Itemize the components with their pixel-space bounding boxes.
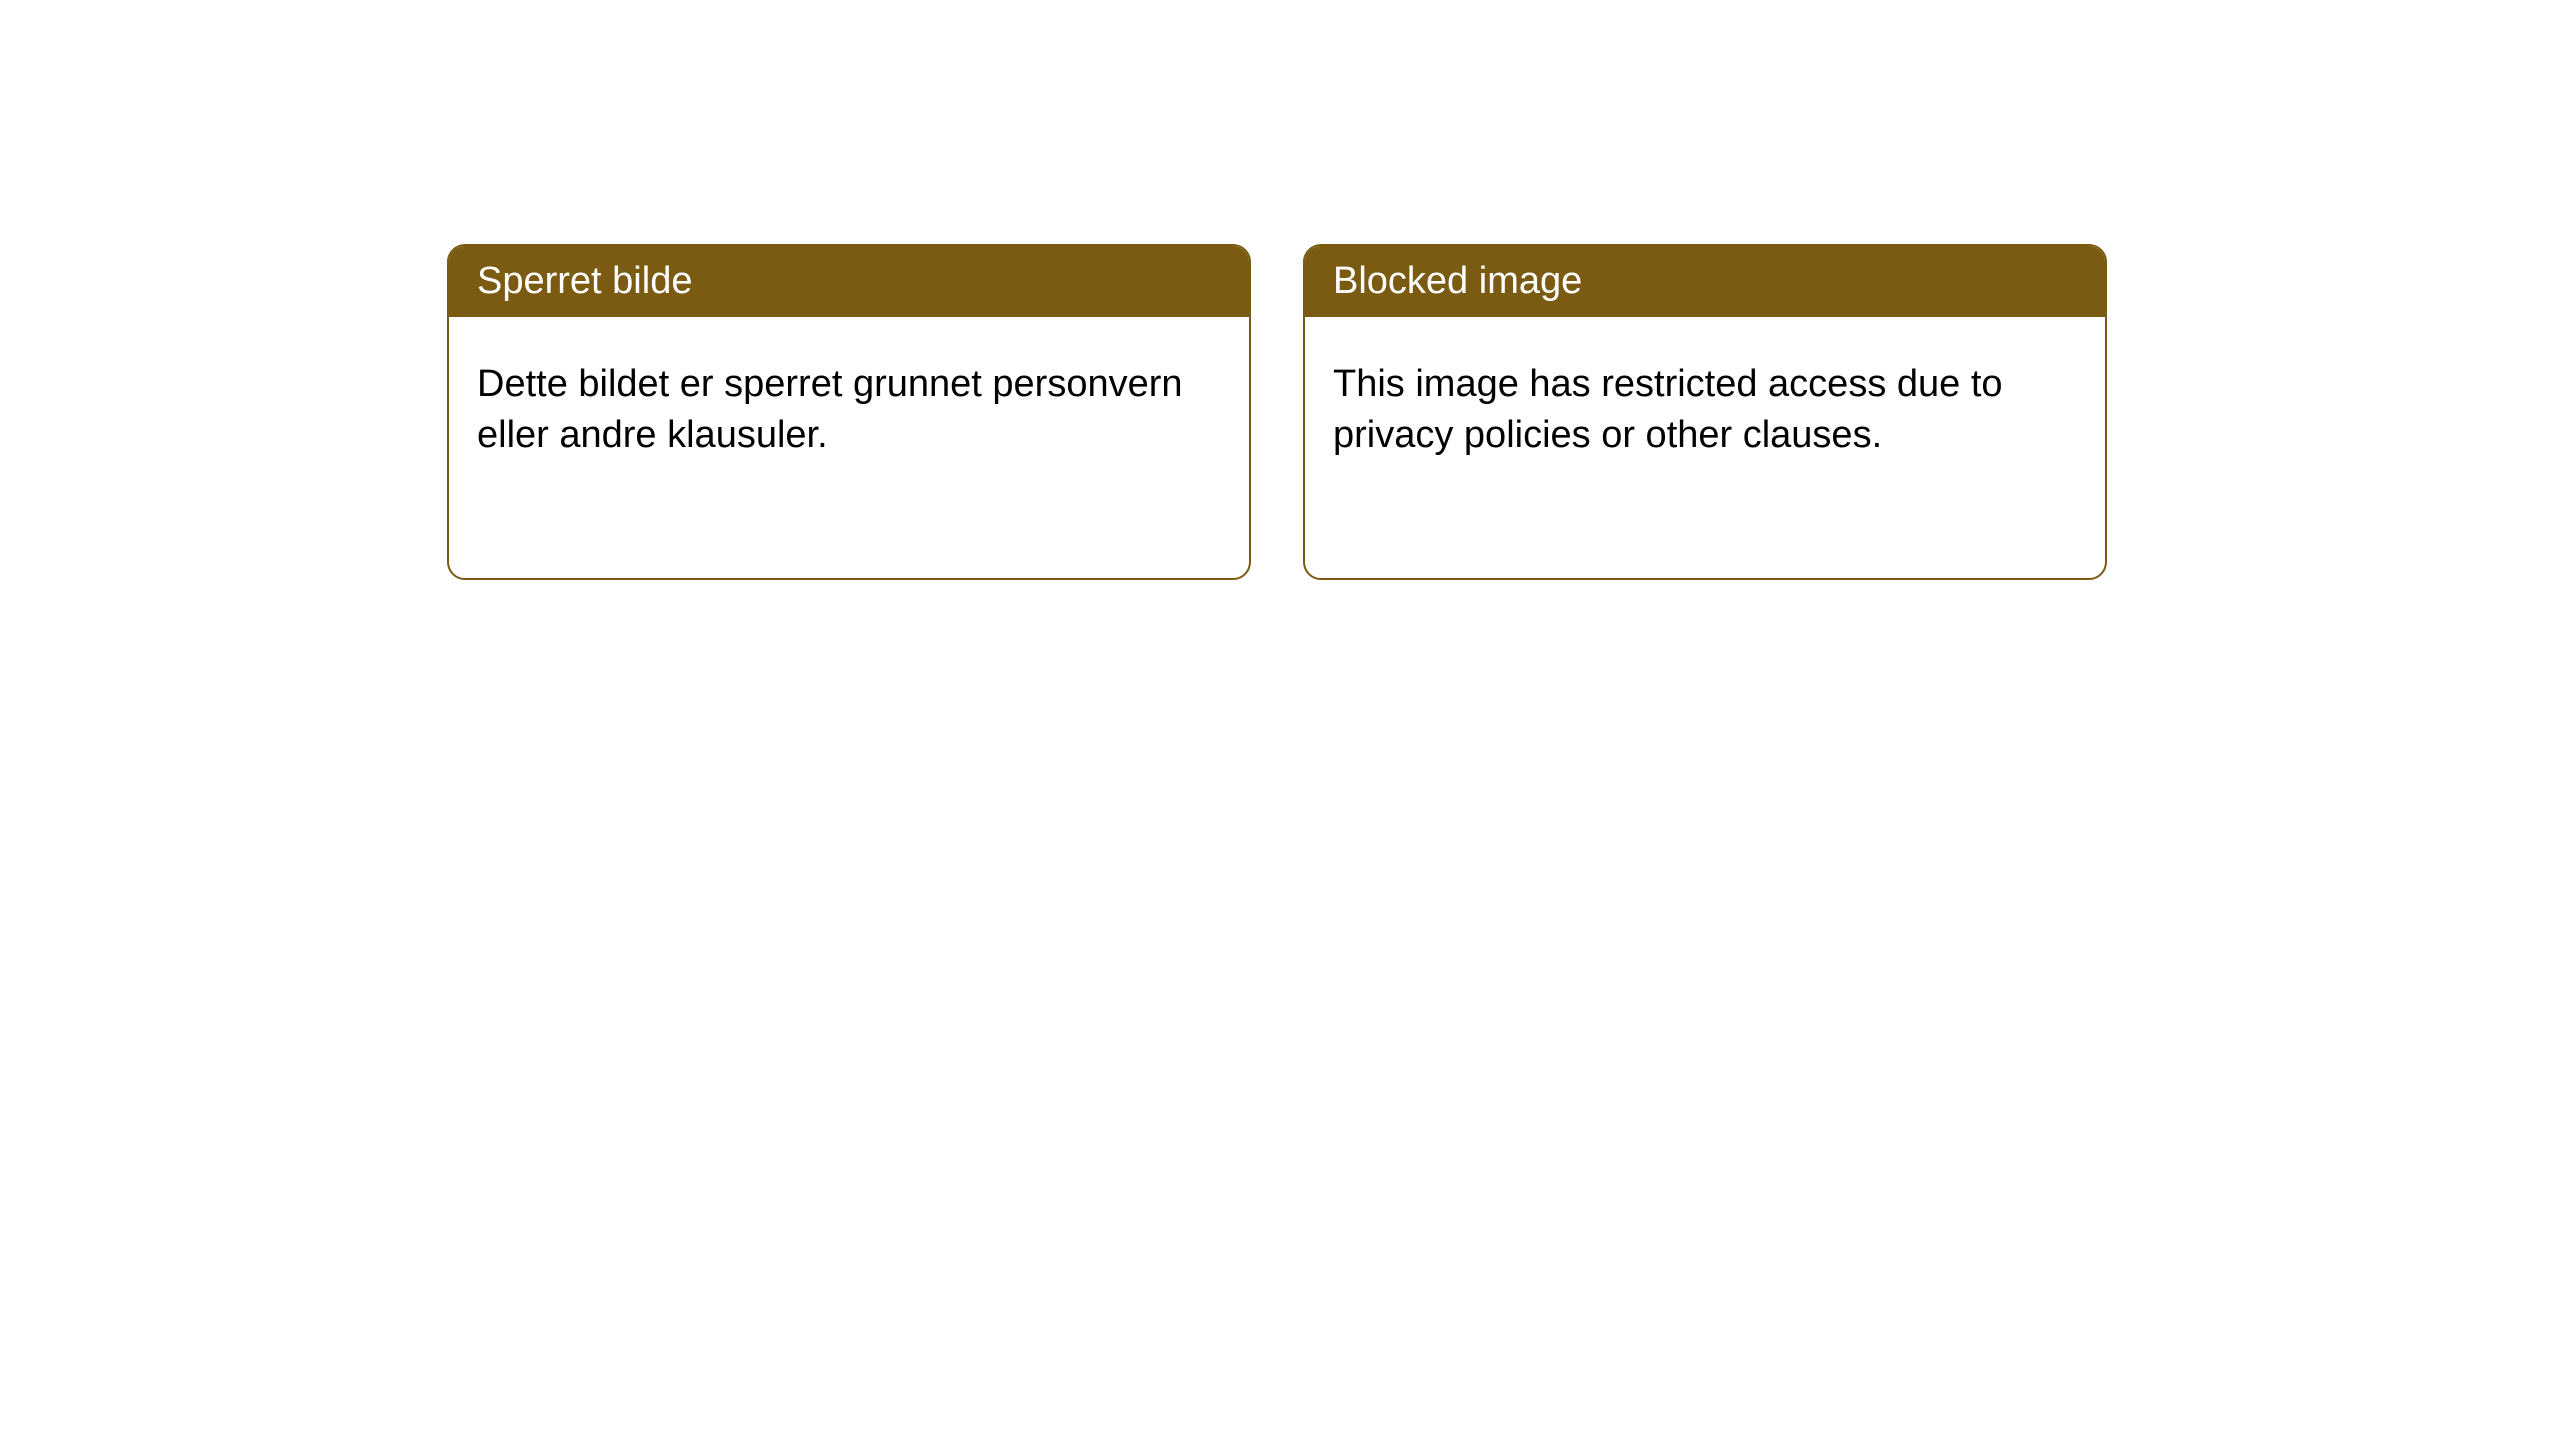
card-header: Sperret bilde [449,246,1249,317]
card-body-text: Dette bildet er sperret grunnet personve… [477,363,1183,456]
card-body: Dette bildet er sperret grunnet personve… [449,317,1249,504]
card-body: This image has restricted access due to … [1305,317,2105,504]
blocked-image-card-no: Sperret bilde Dette bildet er sperret gr… [447,244,1251,580]
card-container: Sperret bilde Dette bildet er sperret gr… [0,0,2560,580]
card-body-text: This image has restricted access due to … [1333,363,2003,456]
blocked-image-card-en: Blocked image This image has restricted … [1303,244,2107,580]
card-title: Blocked image [1333,260,1582,302]
card-title: Sperret bilde [477,260,692,302]
card-header: Blocked image [1305,246,2105,317]
